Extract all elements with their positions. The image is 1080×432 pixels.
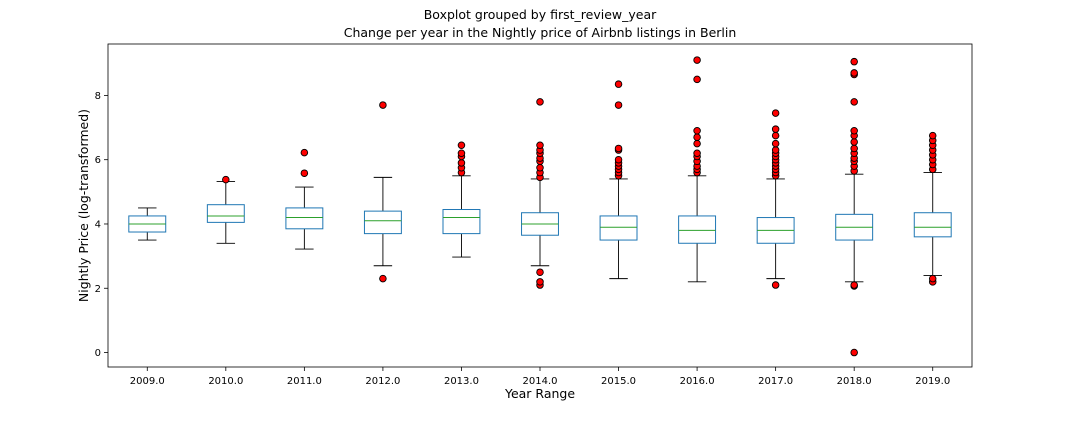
outlier-point [850,281,858,289]
outlier-point [536,141,544,149]
y-axis: 0 2 4 6 8 [95,91,108,359]
outlier-point [614,144,623,153]
box-group-2010.0 [206,175,245,244]
box [363,210,402,235]
box [285,207,324,230]
outlier-point [222,175,230,184]
outlier-point [771,125,780,133]
box-group-2011.0 [285,148,324,250]
outlier-point [693,139,701,148]
outlier-point [771,146,780,154]
y-tick-label: 4 [95,219,101,230]
box [599,215,638,241]
x-tick-label: 2016.0 [680,376,715,387]
x-tick-label: 2019.0 [915,376,950,387]
x-tick-label: 2012.0 [365,376,400,387]
outlier-point [536,98,544,106]
box [206,204,245,223]
box [678,215,717,244]
box-group-2016.0 [678,56,717,283]
x-tick-label: 2017.0 [758,376,793,387]
box-group-2019.0 [913,131,952,286]
x-tick-label: 2014.0 [523,376,558,387]
y-tick-label: 6 [95,155,101,166]
x-tick-label: 2018.0 [837,376,872,387]
y-tick-label: 0 [95,348,101,359]
box-group-2009.0 [128,207,167,241]
outlier-point [850,138,858,146]
outlier-point [771,109,780,117]
outlier-point [457,159,466,167]
outlier-point [850,98,858,106]
outlier-point [850,348,858,357]
outlier-point [928,131,937,140]
plot-area [128,56,952,357]
outlier-point [614,80,623,88]
outlier-point [850,127,858,135]
x-tick-label: 2013.0 [444,376,479,387]
box-group-2014.0 [521,98,559,289]
outlier-point [300,169,309,177]
y-axis-label: Nightly Price (log-transformed) [76,109,91,302]
outlier-point [850,57,858,66]
outlier-point [536,163,544,172]
outlier-point [850,144,858,153]
chart-title: Change per year in the Nightly price of … [344,25,737,40]
outlier-point [379,101,387,109]
x-tick-label: 2009.0 [130,376,165,387]
box-group-2018.0 [835,57,874,357]
x-axis-label: Year Range [504,386,575,401]
outlier-point [536,278,544,286]
box-group-2017.0 [756,109,795,289]
outlier-point [693,133,701,141]
x-tick-label: 2011.0 [287,376,322,387]
y-tick-label: 2 [95,284,101,295]
chart-suptitle: Boxplot grouped by first_review_year [424,7,657,22]
box-group-2012.0 [363,101,402,283]
outlier-point [693,75,701,84]
box-group-2013.0 [442,141,481,258]
outlier-point [693,127,701,135]
outlier-point [536,268,544,276]
outlier-point [300,148,309,157]
outlier-point [457,149,466,158]
outlier-point [693,149,701,158]
x-tick-label: 2015.0 [601,376,636,387]
y-tick-label: 8 [95,91,101,102]
box [913,212,952,238]
outlier-point [771,281,780,289]
x-axis: 2009.0 2010.0 2011.0 2012.0 2013.0 2014.0 2015… [130,367,950,387]
outlier-point [457,141,466,149]
box [442,209,481,235]
outlier-point [928,274,937,283]
outlier-point [693,56,701,64]
box-group-2015.0 [599,80,638,280]
outlier-point [379,274,387,283]
outlier-point [614,101,623,109]
x-tick-label: 2010.0 [208,376,243,387]
outlier-point [771,139,780,148]
outlier-point [850,69,858,77]
outlier-point [614,155,623,164]
outlier-point [771,131,780,140]
